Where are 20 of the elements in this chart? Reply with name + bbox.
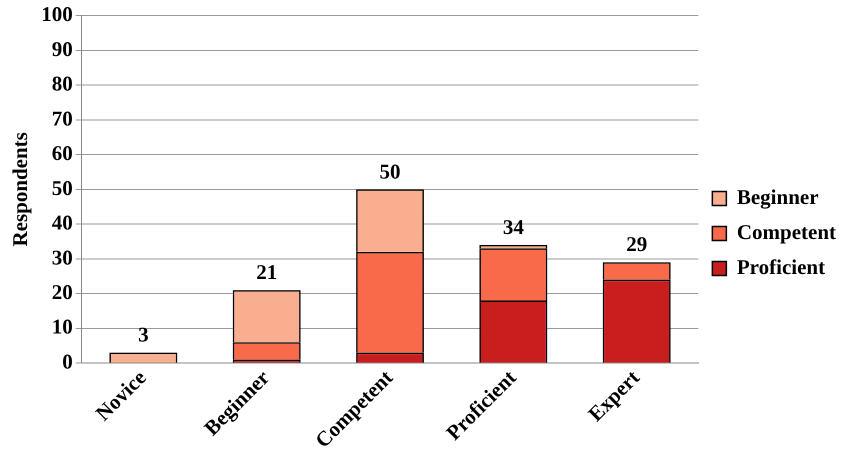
total-label: 21 <box>256 260 278 284</box>
y-tick-label: 10 <box>52 314 73 339</box>
y-tick-label: 90 <box>52 36 73 61</box>
y-tick-label: 40 <box>52 210 73 235</box>
y-tick-label: 0 <box>62 349 73 374</box>
total-label: 50 <box>380 159 401 184</box>
y-tick-label: 80 <box>52 72 73 96</box>
total-label: 29 <box>626 232 648 256</box>
y-tick-label: 30 <box>52 245 73 270</box>
y-axis-title: Respondents <box>8 132 32 247</box>
legend-label: Competent <box>736 220 836 244</box>
y-tick-label: 70 <box>52 106 73 130</box>
total-label: 34 <box>502 214 524 239</box>
y-tick-label: 50 <box>52 176 73 200</box>
legend-label: Beginner <box>736 184 819 209</box>
y-tick-label: 20 <box>52 280 73 304</box>
total-label: 3 <box>138 322 149 347</box>
legend-label: Proficient <box>736 254 826 279</box>
y-tick-label: 60 <box>52 141 73 166</box>
y-tick-label: 100 <box>41 2 73 26</box>
